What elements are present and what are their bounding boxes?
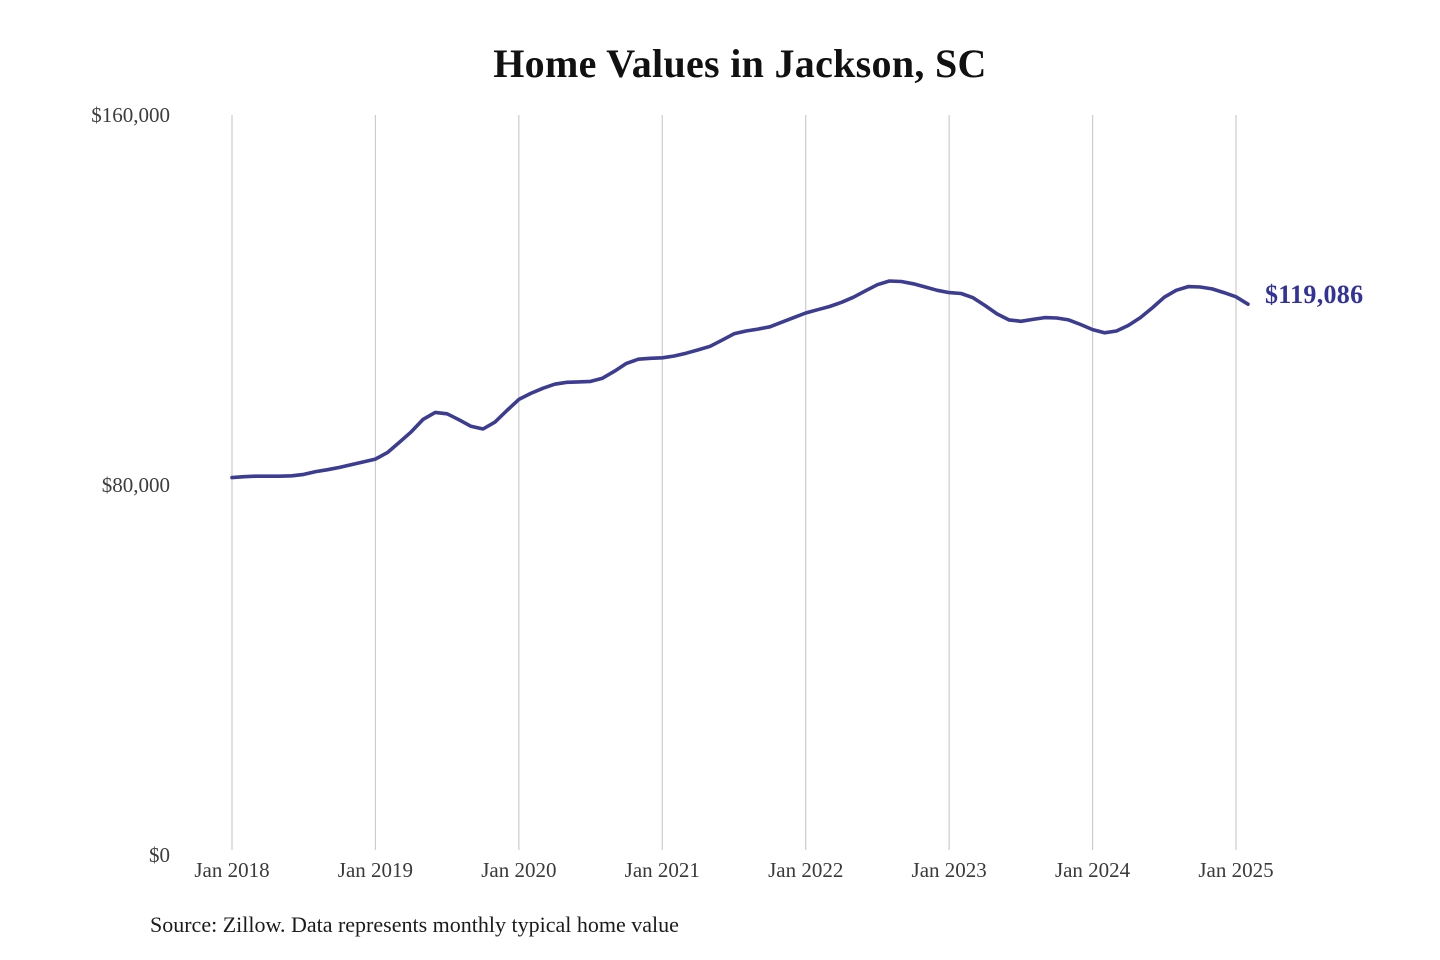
y-axis-label: $0 xyxy=(149,843,170,867)
x-axis-label: Jan 2022 xyxy=(768,858,844,882)
x-axis-label: Jan 2021 xyxy=(624,858,700,882)
latest-value-label: $119,086 xyxy=(1264,280,1364,310)
x-axis-label: Jan 2025 xyxy=(1198,858,1274,882)
y-axis-label: $160,000 xyxy=(91,103,170,127)
x-axis-label: Jan 2024 xyxy=(1054,858,1131,882)
x-axis-label: Jan 2019 xyxy=(337,858,414,882)
source-note: Source: Zillow. Data represents monthly … xyxy=(150,912,679,937)
x-axis-label: Jan 2018 xyxy=(194,858,270,882)
x-axis-label: Jan 2023 xyxy=(911,858,987,882)
y-axis-label: $80,000 xyxy=(101,473,170,497)
chart-title: Home Values in Jackson, SC xyxy=(493,41,987,86)
home-value-line xyxy=(230,279,1250,480)
x-axis-label: Jan 2020 xyxy=(481,858,557,882)
